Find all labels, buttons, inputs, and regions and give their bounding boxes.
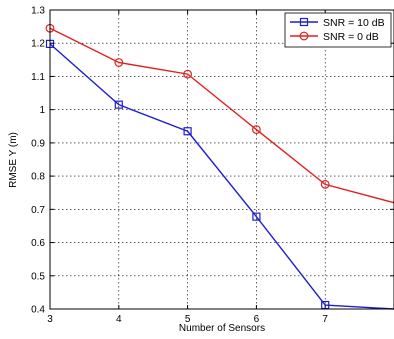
series-line-2 [49,27,394,204]
x-tick-label: 4 [116,314,122,325]
y-tick-label: 0.4 [31,305,45,316]
data-point-circle [320,180,330,189]
y-tick-label: 0.9 [31,138,45,149]
data-point-circle [114,58,124,67]
y-tick-label: 0.5 [31,271,45,282]
data-point-circle [251,125,261,135]
data-point-square [114,100,123,109]
legend-marker-square [299,17,309,27]
y-tick-label: 0.8 [31,172,45,183]
legend-label-2: SNR = 0 dB [323,31,379,43]
x-tick-label: 7 [322,314,328,325]
legend-marker-circle [299,31,309,41]
y-tick-label: 1.1 [31,72,45,83]
x-tick-label: 3 [47,314,53,325]
data-point-circle [183,69,193,79]
legend: SNR = 10 dB SNR = 0 dB [284,12,392,48]
series-lines [45,23,394,310]
x-tick-label: 5 [185,314,191,325]
plot-area [50,10,394,309]
data-point-square [252,212,261,221]
x-tick-label: 6 [254,314,260,325]
x-axis-title: Number of Sensors [179,323,265,334]
y-tick-label: 0.6 [31,238,45,249]
data-point-square [183,127,192,136]
plot-frame [49,9,394,310]
axis-ticks: 3 4 5 6 7 0.4 0.5 0.6 0.7 0.8 0.9 1 1.1 1.2 1.3 [31,6,394,325]
y-tick-label: 1.2 [31,39,45,50]
series-line-1 [49,43,394,310]
y-tick-label: 1.3 [31,6,45,17]
y-tick-label: 0.7 [31,205,45,216]
y-tick-label: 1 [39,105,45,116]
grid-lines [50,10,394,309]
legend-label-1: SNR = 10 dB [323,17,385,29]
y-axis-title: RMSE Y (m) [8,132,19,188]
